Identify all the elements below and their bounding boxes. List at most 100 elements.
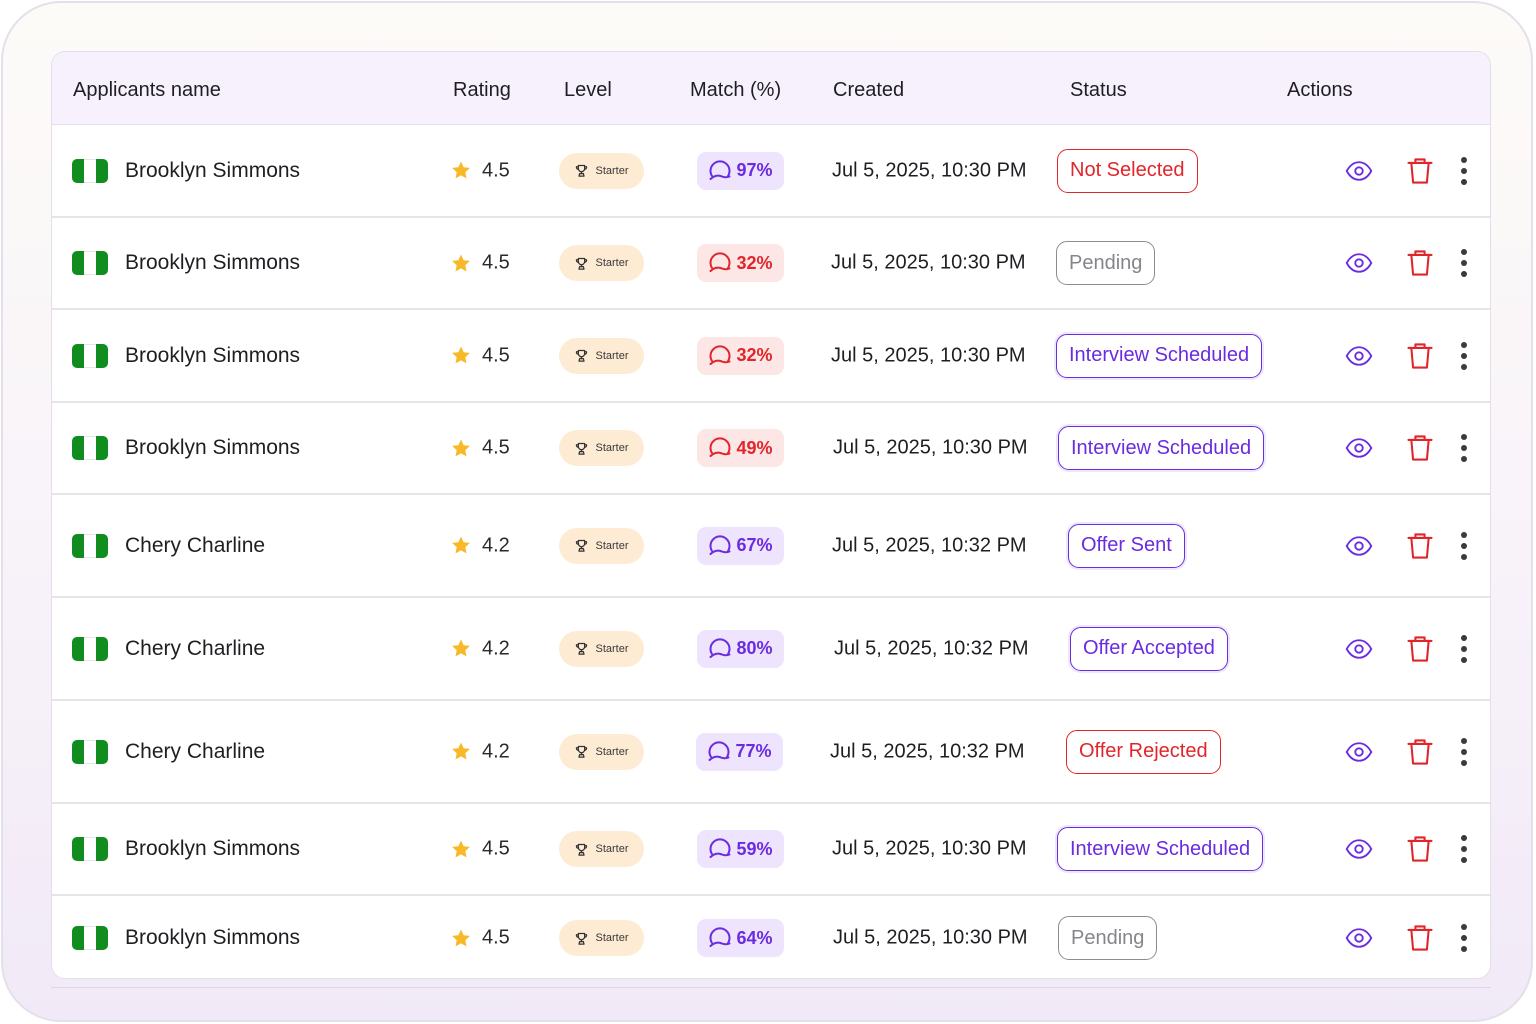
status-badge: Interview Scheduled	[1057, 827, 1264, 871]
applicant-name[interactable]: Brooklyn Simmons	[125, 926, 301, 949]
column-header-level[interactable]: Level	[564, 79, 612, 101]
more-options-button[interactable]	[1452, 922, 1476, 954]
column-header-created[interactable]: Created	[833, 79, 905, 101]
table-row[interactable]: Brooklyn Simmons 4.5 Starter 32% Jul 5, 2025…	[52, 218, 1490, 310]
view-button[interactable]	[1345, 249, 1373, 277]
rating-value: 4.2	[482, 740, 510, 762]
trash-icon	[1406, 433, 1434, 463]
star-icon	[450, 838, 472, 860]
more-options-button[interactable]	[1452, 633, 1476, 665]
table-row[interactable]: Brooklyn Simmons 4.5 Starter 64% Jul 5, 2025…	[52, 896, 1490, 978]
star-icon	[450, 345, 472, 367]
created-date: Jul 5, 2025, 10:32 PM	[830, 740, 1025, 762]
match-gauge-icon	[707, 740, 731, 764]
applicant-name[interactable]: Brooklyn Simmons	[125, 158, 301, 182]
match-badge: 49%	[697, 429, 784, 467]
view-button[interactable]	[1345, 635, 1373, 663]
level-label: Starter	[595, 442, 629, 454]
match-value: 77%	[735, 741, 772, 761]
applicant-name[interactable]: Brooklyn Simmons	[125, 837, 301, 860]
status-badge: Interview Scheduled	[1056, 333, 1263, 378]
more-vertical-icon	[1460, 432, 1468, 464]
created-date: Jul 5, 2025, 10:30 PM	[833, 926, 1028, 949]
rating: 4.5	[450, 927, 510, 950]
trash-icon	[1406, 531, 1434, 561]
table-row[interactable]: Chery Charline 4.2 Starter 67% Jul 5, 2025, …	[52, 495, 1490, 598]
more-options-button[interactable]	[1452, 247, 1476, 279]
match-value: 49%	[736, 437, 773, 458]
rating: 4.5	[450, 437, 510, 460]
eye-icon	[1345, 249, 1373, 277]
delete-button[interactable]	[1406, 634, 1434, 664]
level-label: Starter	[595, 539, 629, 552]
column-header-name[interactable]: Applicants name	[73, 79, 221, 101]
more-options-button[interactable]	[1452, 530, 1476, 562]
delete-button[interactable]	[1406, 433, 1434, 463]
more-options-button[interactable]	[1452, 736, 1476, 768]
rating-value: 4.5	[482, 159, 510, 181]
rating-value: 4.2	[482, 534, 510, 556]
table-row[interactable]: Chery Charline 4.2 Starter 77% Jul 5, 2025, …	[52, 701, 1490, 804]
column-header-status[interactable]: Status	[1070, 79, 1127, 101]
delete-button[interactable]	[1406, 341, 1434, 371]
applicant-name[interactable]: Chery Charline	[125, 636, 266, 660]
view-button[interactable]	[1345, 738, 1373, 766]
status-badge: Not Selected	[1057, 148, 1198, 193]
created-date: Jul 5, 2025, 10:30 PM	[831, 344, 1026, 366]
applicant-name[interactable]: Brooklyn Simmons	[125, 436, 301, 459]
match-gauge-icon	[708, 251, 732, 275]
table-row[interactable]: Chery Charline 4.2 Starter 80% Jul 5, 2025, …	[52, 598, 1490, 701]
more-options-button[interactable]	[1452, 833, 1476, 865]
status-badge: Offer Accepted	[1070, 626, 1228, 671]
column-header-rating[interactable]: Rating	[453, 79, 511, 101]
status-badge: Pending	[1056, 241, 1156, 285]
table-header: Applicants name Rating Level Match (%) C…	[52, 52, 1490, 125]
more-options-button[interactable]	[1452, 155, 1476, 187]
applicant-name[interactable]: Brooklyn Simmons	[125, 343, 301, 367]
delete-button[interactable]	[1406, 531, 1434, 561]
level-label: Starter	[595, 745, 629, 758]
view-button[interactable]	[1345, 924, 1373, 952]
view-button[interactable]	[1345, 532, 1373, 560]
nigeria-flag-icon	[72, 343, 108, 368]
trash-icon	[1406, 341, 1434, 371]
delete-button[interactable]	[1406, 923, 1434, 953]
more-options-button[interactable]	[1452, 432, 1476, 464]
delete-button[interactable]	[1406, 737, 1434, 767]
delete-button[interactable]	[1406, 834, 1434, 864]
table-row[interactable]: Brooklyn Simmons 4.5 Starter 59% Jul 5, 2025…	[52, 804, 1490, 896]
match-badge: 32%	[697, 244, 784, 282]
applicant-name[interactable]: Brooklyn Simmons	[125, 251, 301, 274]
trophy-icon	[574, 931, 589, 946]
match-value: 32%	[736, 345, 773, 365]
eye-icon	[1345, 532, 1373, 560]
star-icon	[450, 535, 472, 557]
more-options-button[interactable]	[1452, 340, 1476, 372]
delete-button[interactable]	[1406, 156, 1434, 186]
level-badge: Starter	[559, 733, 644, 770]
eye-icon	[1345, 434, 1373, 462]
level-label: Starter	[595, 257, 629, 269]
view-button[interactable]	[1345, 157, 1373, 185]
table-row[interactable]: Brooklyn Simmons 4.5 Starter 32% Jul 5, 2025…	[52, 310, 1490, 403]
level-badge: Starter	[559, 831, 644, 867]
nigeria-flag-icon	[72, 158, 108, 183]
view-button[interactable]	[1345, 434, 1373, 462]
column-header-match[interactable]: Match (%)	[690, 79, 782, 101]
applicant-name[interactable]: Chery Charline	[125, 739, 266, 763]
rating-value: 4.5	[482, 837, 510, 860]
view-button[interactable]	[1345, 342, 1373, 370]
delete-button[interactable]	[1406, 248, 1434, 278]
more-vertical-icon	[1460, 922, 1468, 954]
table-row[interactable]: Brooklyn Simmons 4.5 Starter 97% Jul 5, 2025…	[52, 125, 1490, 218]
applicant-name[interactable]: Chery Charline	[125, 533, 266, 557]
table-row[interactable]: Brooklyn Simmons 4.5 Starter 49% Jul 5, 2025…	[52, 403, 1490, 495]
nigeria-flag-icon	[72, 926, 108, 950]
match-gauge-icon	[708, 436, 732, 460]
view-button[interactable]	[1345, 835, 1373, 863]
nigeria-flag-icon	[72, 251, 108, 275]
eye-icon	[1345, 924, 1373, 952]
match-badge: 67%	[697, 526, 784, 565]
created-date: Jul 5, 2025, 10:30 PM	[832, 159, 1027, 181]
level-label: Starter	[595, 932, 629, 944]
